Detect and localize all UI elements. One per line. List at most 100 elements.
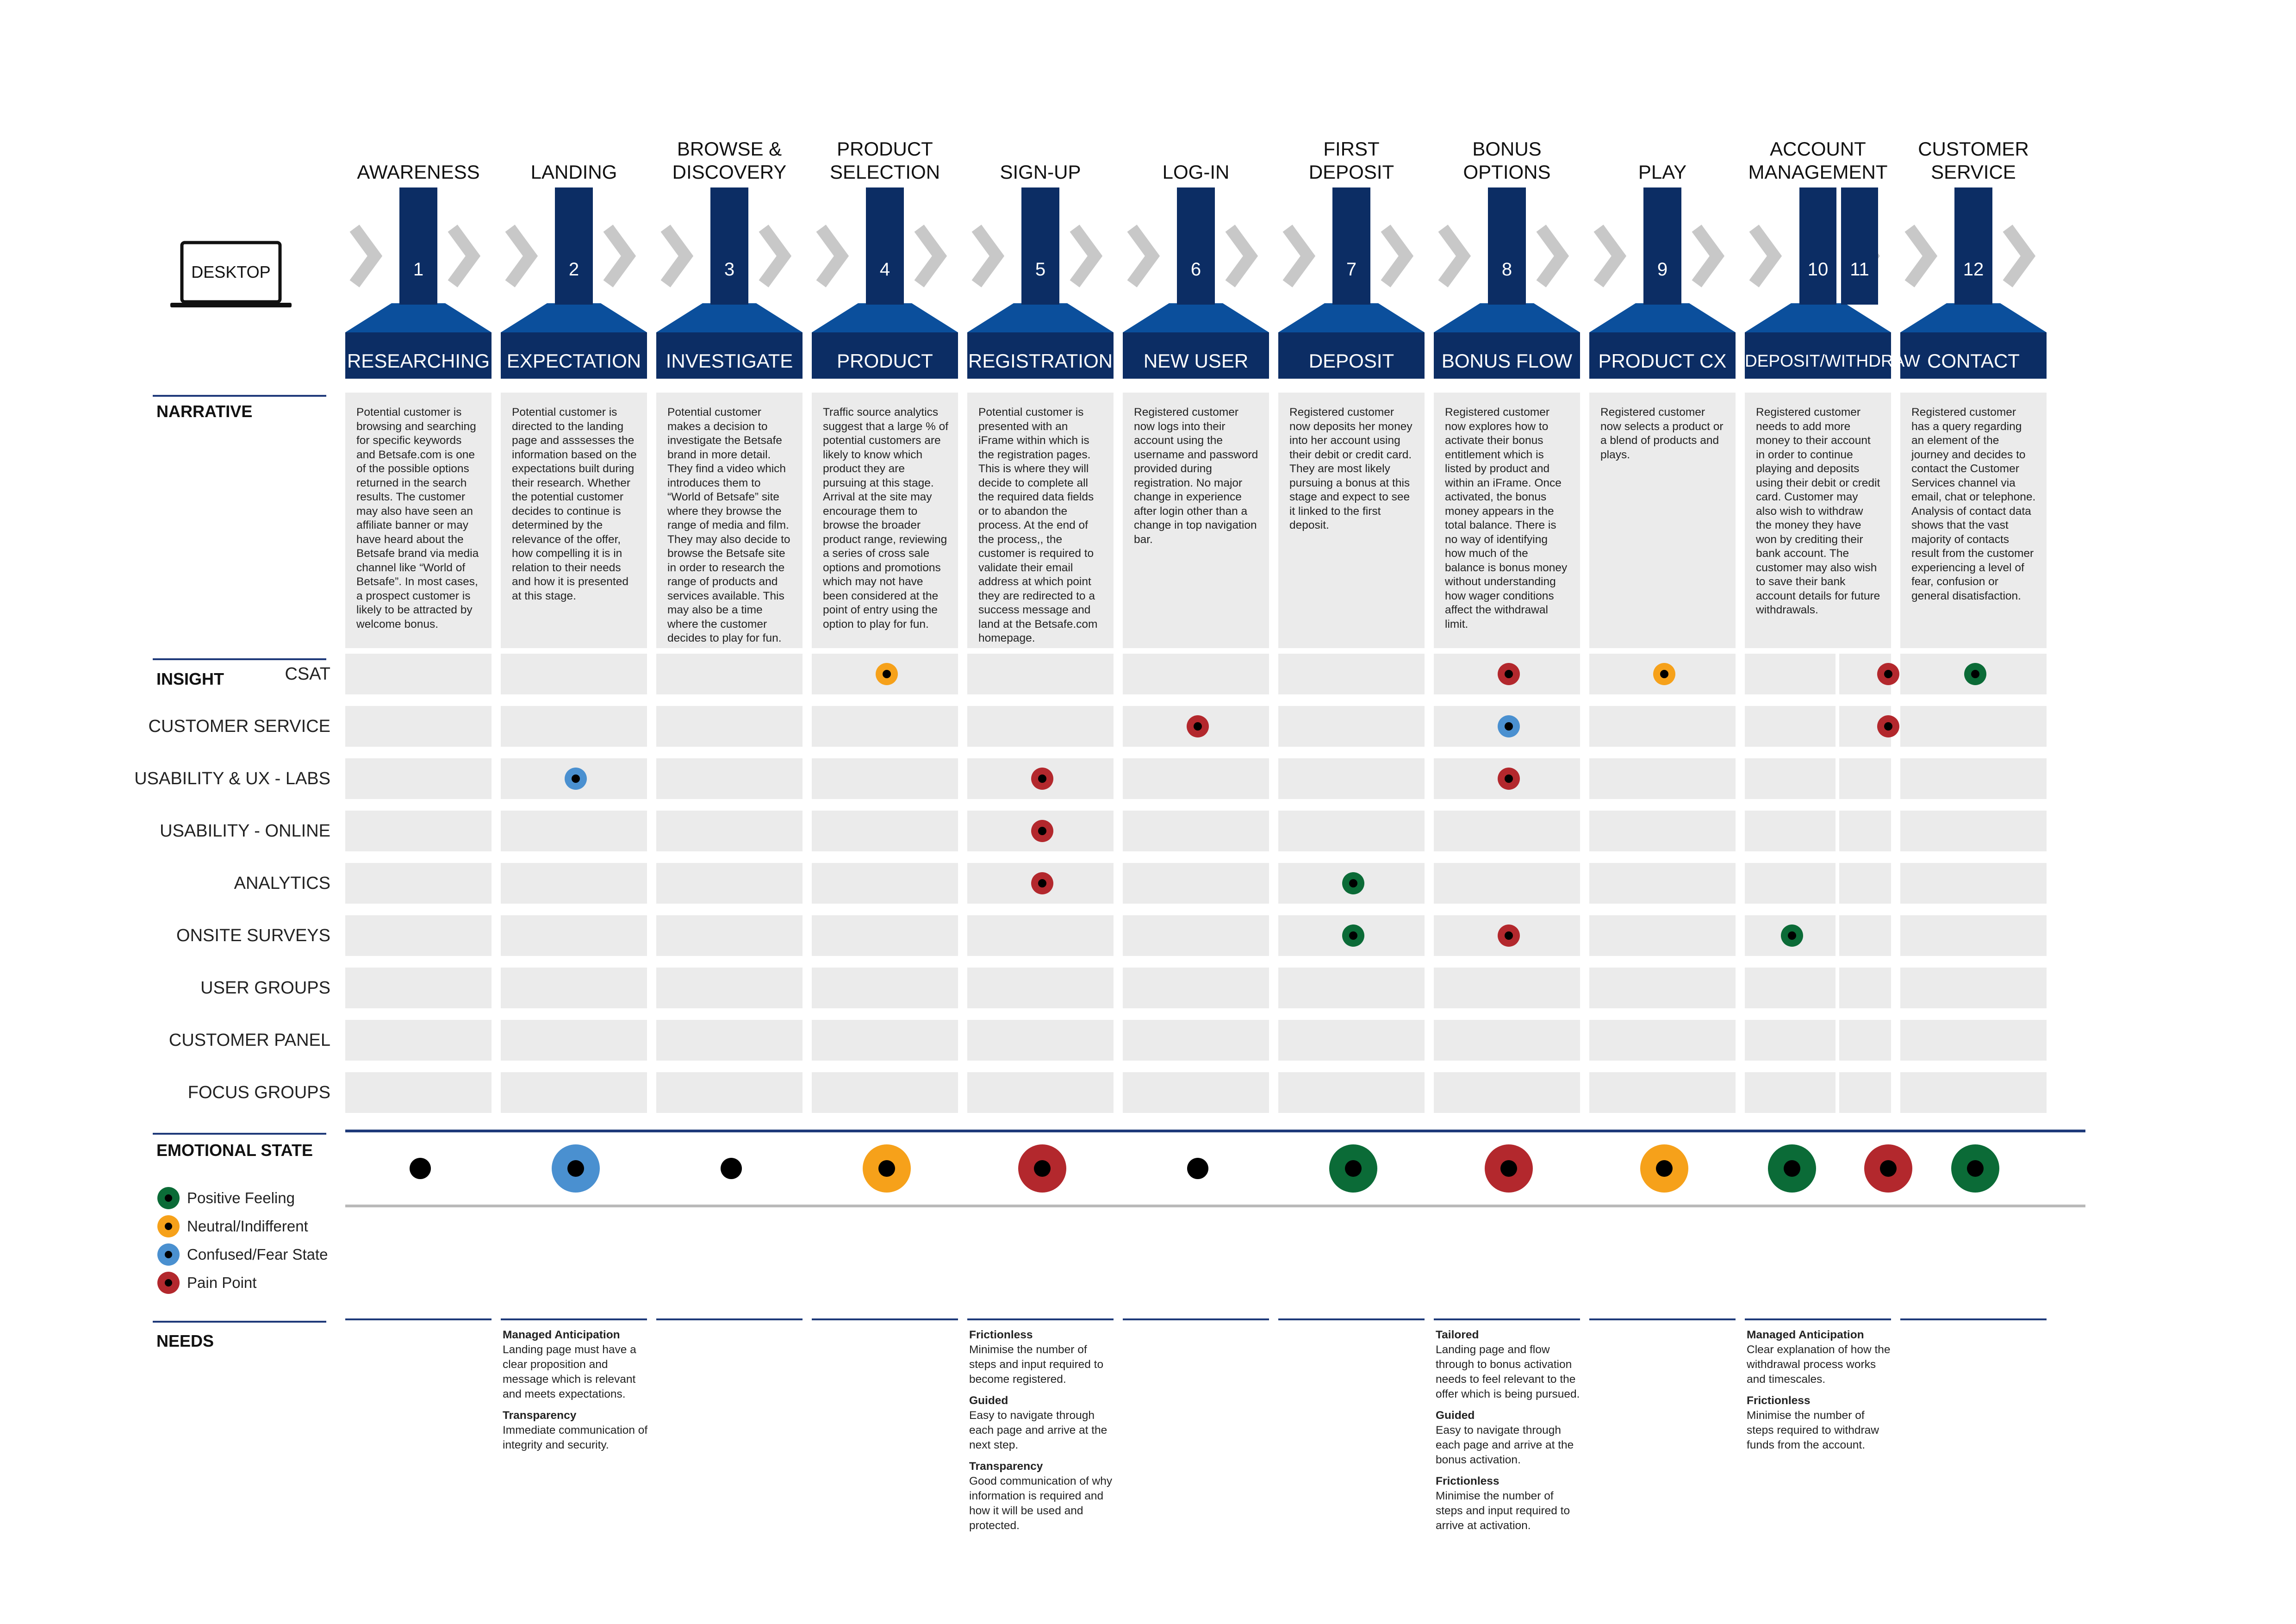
needs-group: Tailored Landing page and flow through to… [1436, 1328, 1582, 1402]
insight-cell [1745, 758, 1836, 799]
narrative-cell: Potential customer is directed to the la… [501, 393, 647, 648]
needs-title: Frictionless [1747, 1394, 1811, 1407]
stage-label-bar [1278, 332, 1425, 379]
insight-cell [501, 915, 647, 956]
insight-cell [967, 1020, 1114, 1061]
stage-title-1: AWARENESS [342, 161, 495, 184]
insight-dot-confused [565, 768, 587, 790]
insight-cell [1900, 1020, 2047, 1061]
stage-graphic-9 [1589, 187, 1736, 379]
stage-graphic-10 [1745, 187, 1891, 379]
insight-cell [1839, 968, 1891, 1008]
insight-cell [1278, 1072, 1425, 1113]
stage-tower [1841, 187, 1878, 305]
insight-row-label: CUSTOMER PANEL [168, 1031, 330, 1050]
stage-title-line: MANAGEMENT [1748, 161, 1888, 183]
legend-dot-confused [157, 1243, 180, 1266]
insight-cell [1434, 1072, 1580, 1113]
insight-cell [1839, 1072, 1891, 1113]
stage-title-line: CUSTOMER [1918, 138, 2029, 160]
needs-group: Managed Anticipation Clear explanation of… [1747, 1328, 1893, 1387]
insight-cell [1123, 654, 1269, 694]
needs-rule [501, 1318, 647, 1320]
laptop-icon [170, 241, 292, 307]
needs-title: Frictionless [969, 1329, 1033, 1341]
stage-label-3: INVESTIGATE [666, 350, 793, 372]
stage-graphic-4 [812, 187, 958, 379]
insight-dot-pain [1031, 768, 1053, 790]
needs-text: Landing page must have a clear propositi… [503, 1343, 636, 1400]
insight-cell [501, 1072, 647, 1113]
emotion-dot-none-center [721, 1158, 742, 1179]
stage-title-line: PRODUCT [837, 138, 933, 160]
insight-cell [1839, 758, 1891, 799]
needs-text: Minimise the number of steps and input r… [969, 1343, 1104, 1386]
insight-dot-pain-center [1038, 775, 1046, 783]
insight-cell [1900, 863, 2047, 904]
insight-dot-pain-center [1505, 775, 1513, 783]
needs-rule [153, 1321, 326, 1323]
insight-cell [501, 654, 647, 694]
stage-tower [1643, 187, 1681, 305]
needs-text: Immediate communication of integrity and… [503, 1424, 648, 1451]
chevron-right-icon [1438, 225, 1471, 287]
chevron-right-icon [1904, 225, 1938, 287]
needs-text: Easy to navigate through each page and a… [969, 1409, 1108, 1451]
emotion-dot-pain [1485, 1144, 1533, 1193]
narrative-cell: Registered customer now selects a produc… [1589, 393, 1736, 648]
stage-trapezoid [967, 303, 1114, 332]
narrative-heading: NARRATIVE [156, 402, 253, 421]
stage-trapezoid [1123, 303, 1269, 332]
stage-title-line: FIRST [1323, 138, 1380, 160]
insight-cell [967, 706, 1114, 747]
stage-label-5: REGISTRATION [968, 350, 1113, 372]
needs-text: Easy to navigate through each page and a… [1436, 1424, 1574, 1466]
insight-cell [812, 915, 958, 956]
emotional-rule [153, 1133, 326, 1135]
insight-cell [1589, 863, 1736, 904]
needs-group: Transparency Good communication of why in… [969, 1459, 1115, 1533]
stage-tower [1488, 187, 1526, 305]
emotion-dot-positive-center [1345, 1160, 1362, 1177]
emotion-dot-none-center [1187, 1158, 1208, 1179]
insight-dot-pain [1498, 924, 1520, 947]
legend-dot-confused-center [165, 1251, 172, 1258]
insight-cell [1900, 968, 2047, 1008]
insight-cell [812, 968, 958, 1008]
insight-dot-pain-center [1884, 670, 1892, 678]
stage-graphic-1 [345, 187, 492, 379]
insight-dot-pain [1498, 768, 1520, 790]
stage-number-11: 11 [1850, 259, 1869, 280]
insight-cell [1434, 968, 1580, 1008]
stage-tower [1799, 187, 1836, 305]
narrative-cell: Potential customer makes a decision to i… [656, 393, 803, 648]
insight-cell [812, 811, 958, 851]
needs-cell: Frictionless Minimise the number of steps… [969, 1328, 1115, 1540]
insight-cell [967, 968, 1114, 1008]
chevron-right-icon [1381, 225, 1414, 287]
stage-graphic-7 [1278, 187, 1425, 379]
narrative-cell: Registered customer now explores how to … [1434, 393, 1580, 648]
stage-label-bar [1745, 332, 1891, 379]
insight-dot-pain [1031, 872, 1053, 894]
stage-title-line: OPTIONS [1463, 161, 1551, 183]
chevron-right-icon [1225, 225, 1258, 287]
needs-rule [656, 1318, 803, 1320]
insight-cell [812, 1020, 958, 1061]
insight-cell [1745, 863, 1836, 904]
emotion-dot-neutral [863, 1144, 911, 1193]
insight-cell [1745, 968, 1836, 1008]
insight-row-label: ANALYTICS [234, 874, 330, 893]
narrative-cell: Registered customer now deposits her mon… [1278, 393, 1425, 648]
insight-cell [812, 1072, 958, 1113]
insight-cell [656, 654, 803, 694]
chevron-right-icon [914, 225, 947, 287]
insight-rule [153, 658, 326, 660]
chevron-right-icon [505, 225, 538, 287]
stage-number-10: 10 [1807, 259, 1829, 280]
needs-title: Managed Anticipation [503, 1329, 620, 1341]
stage-title-7: FIRST DEPOSIT [1275, 137, 1428, 184]
insight-dot-neutral [876, 663, 898, 685]
narrative-cell: Potential customer is browsing and searc… [345, 393, 492, 648]
stage-label-bar [1123, 332, 1269, 379]
